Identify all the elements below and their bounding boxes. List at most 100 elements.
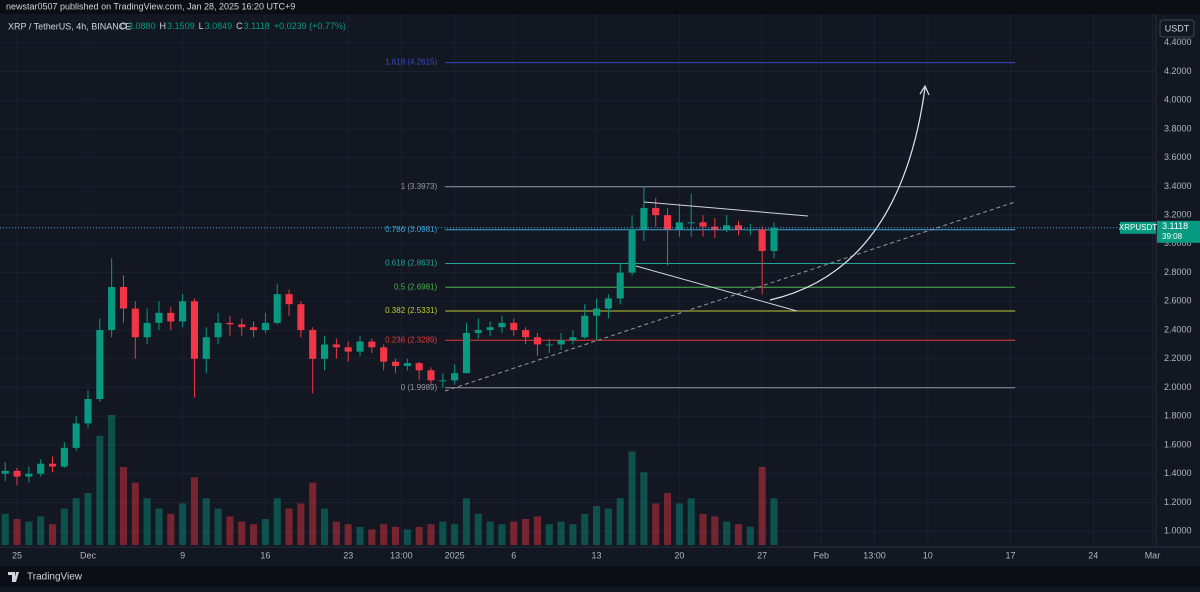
candle-body: [273, 294, 281, 323]
change: +0.0239 (+0.77%): [274, 21, 346, 31]
logo: TradingView: [27, 572, 83, 583]
candle-body: [143, 322, 151, 338]
ohlc-value: 3.0880: [128, 21, 156, 31]
volume-bar: [60, 508, 68, 545]
candle-body: [13, 470, 21, 477]
wedge-bottom: [635, 265, 798, 312]
candle-body: [675, 222, 683, 230]
volume-bar: [723, 521, 731, 545]
y-tick-label: 1.8000: [1164, 411, 1192, 421]
volume-bar: [131, 482, 139, 545]
candle-body: [498, 322, 506, 328]
candle-body: [403, 363, 411, 366]
currency-box: [1159, 19, 1195, 38]
x-tick-label: 13: [592, 550, 602, 560]
volume-bar: [593, 506, 601, 545]
candle-body: [391, 361, 400, 366]
ohlc-legend: O3.0880 H3.1509 L3.0849 C3.1118 +0.0239 (+0.…: [120, 21, 346, 31]
volume-bar: [557, 521, 565, 545]
candle-body: [368, 341, 376, 348]
candle-body: [569, 337, 577, 341]
candle-body: [663, 215, 672, 230]
candle-body: [60, 447, 68, 467]
candle-body: [72, 423, 80, 448]
y-tick-label: 2.8000: [1164, 267, 1192, 277]
volume-bar: [569, 524, 577, 545]
candle-body: [616, 272, 624, 299]
candle-body: [557, 340, 565, 345]
fib-label: 1.618 (4.2615): [385, 58, 437, 67]
volume-bar: [462, 498, 471, 545]
volume-bar: [190, 477, 198, 545]
candle-body: [746, 229, 754, 231]
volume-bar: [391, 526, 400, 545]
candle-body: [699, 222, 707, 227]
volume-bar: [48, 524, 57, 545]
trend-line: [444, 201, 1016, 392]
volume-bar: [119, 467, 128, 545]
x-tick-label: Mar: [1145, 550, 1161, 560]
volume-bar: [498, 524, 506, 545]
candle-body: [522, 330, 530, 338]
volume-bar: [522, 519, 530, 545]
y-tick-label: 3.8000: [1164, 123, 1192, 133]
ohlc-value: 3.0849: [205, 21, 233, 31]
volume-bar: [250, 524, 258, 545]
y-tick-label: 1.4000: [1164, 468, 1192, 478]
candle-body: [604, 298, 612, 309]
symbol-tag-label: XRPUSDT: [1119, 223, 1157, 232]
candle-body: [593, 308, 601, 316]
candle-body: [285, 294, 293, 305]
volume-bar: [356, 526, 364, 545]
fib-label: 0.618 (2.8631): [385, 259, 437, 268]
candle-body: [250, 327, 258, 331]
volume-bar: [96, 435, 104, 545]
candle-body: [48, 463, 57, 467]
volume-bar: [439, 521, 447, 545]
y-tick-label: 4.2000: [1164, 66, 1192, 76]
volume-bar: [510, 521, 518, 545]
y-tick-label: 2.6000: [1164, 296, 1192, 306]
candle-body: [37, 463, 45, 474]
candle-body: [155, 312, 163, 323]
volume-bar: [663, 493, 672, 545]
x-tick-label: 13:00: [863, 550, 886, 560]
candle-body: [474, 330, 482, 333]
fib-label: 0.5 (2.6981): [394, 282, 437, 291]
ohlc-key: H: [160, 21, 167, 31]
volume-bar: [226, 516, 234, 545]
volume-bar: [734, 524, 743, 545]
candle-body: [581, 315, 589, 338]
candle-body: [356, 341, 364, 352]
volume-bar: [202, 498, 210, 545]
volume-bar: [143, 498, 151, 545]
volume-bar: [155, 508, 163, 545]
candle-body: [628, 229, 636, 273]
volume-bar: [332, 521, 340, 545]
volume-bar: [1, 513, 9, 545]
volume-bar: [451, 524, 459, 545]
volume-bar: [214, 508, 222, 545]
countdown: 39:08: [1162, 232, 1183, 241]
candle-body: [462, 332, 471, 374]
candle-body: [108, 286, 116, 331]
y-tick-label: 4.4000: [1164, 37, 1192, 47]
candle-body: [297, 304, 305, 331]
x-tick-label: 27: [757, 550, 767, 560]
candle-body: [451, 373, 459, 381]
ohlc-key: C: [236, 21, 243, 31]
x-tick-label: 2025: [445, 550, 465, 560]
volume-bar: [545, 524, 553, 545]
x-tick-label: 20: [674, 550, 684, 560]
volume-bar: [309, 482, 317, 545]
volume-bar: [72, 498, 80, 545]
y-tick-label: 2.0000: [1164, 382, 1192, 392]
x-tick-label: 13:00: [390, 550, 413, 560]
candle-body: [214, 322, 222, 338]
price-tag-value: 3.1118: [1162, 221, 1188, 231]
candle-body: [84, 399, 92, 424]
logo-icon: [8, 572, 19, 582]
volume-bar: [474, 513, 482, 545]
y-tick-label: 1.0000: [1164, 526, 1192, 536]
volume-bar: [581, 513, 589, 545]
